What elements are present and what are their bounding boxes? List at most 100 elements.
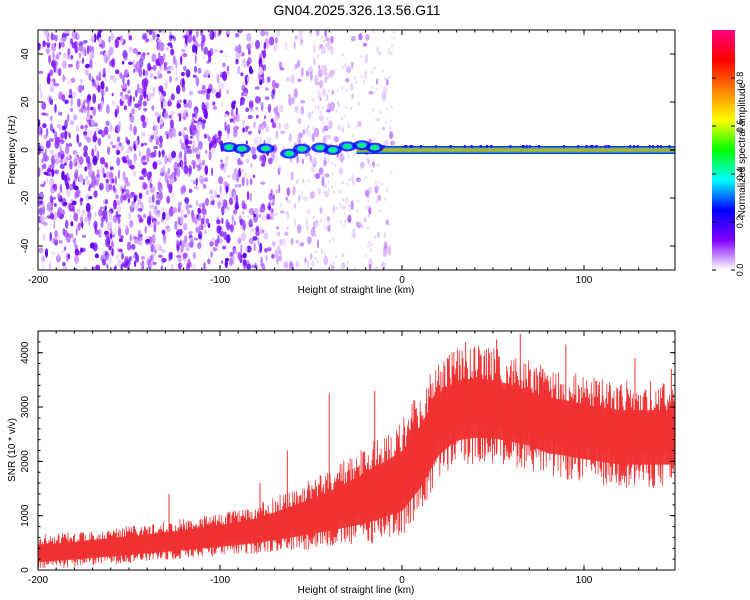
heatmap-cell bbox=[329, 101, 335, 112]
heatmap-cell bbox=[129, 234, 132, 242]
heatmap-cell bbox=[57, 193, 60, 200]
heatmap-cell bbox=[115, 194, 119, 199]
heatmap-cell bbox=[137, 229, 141, 239]
heatmap-cell bbox=[246, 190, 250, 201]
heatmap-cell bbox=[344, 63, 346, 67]
snr-y-tick-label: 1000 bbox=[20, 504, 31, 527]
heatmap-cell bbox=[286, 211, 290, 221]
heatmap-cell bbox=[105, 182, 111, 193]
heatmap-cell bbox=[377, 180, 380, 184]
heatmap-cell bbox=[54, 169, 59, 175]
heatmap-cell bbox=[349, 208, 352, 212]
heatmap-cell bbox=[344, 220, 347, 223]
heatmap-cell bbox=[191, 263, 197, 270]
heatmap-cell bbox=[104, 161, 108, 168]
heatmap-cell bbox=[203, 261, 206, 270]
heatmap-cell bbox=[39, 89, 43, 100]
heatmap-cell bbox=[118, 72, 123, 78]
heatmap-cell bbox=[302, 196, 308, 201]
heatmap-cell bbox=[241, 119, 245, 126]
heatmap-cell bbox=[337, 156, 340, 160]
heatmap-cell bbox=[323, 156, 327, 165]
heatmap-cell bbox=[202, 202, 206, 211]
heatmap-cell bbox=[221, 260, 224, 265]
heatmap-cell bbox=[290, 74, 295, 84]
heatmap-cell bbox=[169, 65, 175, 72]
heatmap-cell bbox=[89, 51, 95, 60]
snr-y-tick-label: 0 bbox=[20, 567, 31, 573]
heatmap-cell bbox=[143, 91, 147, 99]
heatmap-cell bbox=[128, 35, 133, 41]
heatmap-cell bbox=[218, 130, 222, 140]
colorbar-tick-label: 0.2 bbox=[735, 216, 745, 229]
heatmap-cell bbox=[65, 219, 69, 229]
heatmap-cell bbox=[387, 48, 390, 51]
heatmap-cell bbox=[382, 69, 385, 73]
heatmap-cell bbox=[175, 77, 179, 82]
heatmap-cell bbox=[163, 112, 169, 120]
heatmap-cell bbox=[381, 91, 387, 101]
heatmap-cell bbox=[91, 148, 95, 158]
heatmap-cell bbox=[253, 207, 259, 215]
heatmap-cell bbox=[88, 165, 93, 174]
snr-y-label: SNR (10 * v/v) bbox=[7, 418, 18, 482]
heatmap-cell bbox=[81, 57, 85, 64]
heatmap-cell bbox=[93, 190, 98, 198]
heatmap-cell bbox=[370, 70, 374, 75]
heatmap-cell bbox=[185, 202, 190, 211]
heatmap-cell bbox=[330, 142, 333, 146]
heatmap-cell bbox=[348, 204, 351, 208]
heatmap-cell bbox=[121, 60, 125, 65]
heatmap-cell bbox=[80, 106, 84, 114]
heatmap-cell bbox=[204, 133, 207, 139]
heatmap-cell bbox=[252, 153, 257, 160]
snr-y-tick-label: 4000 bbox=[20, 341, 31, 364]
heatmap-cell bbox=[341, 53, 344, 57]
heatmap-cell bbox=[69, 107, 74, 112]
heatmap-cell bbox=[367, 214, 370, 218]
heatmap-cell bbox=[358, 222, 361, 225]
heatmap-cell bbox=[103, 126, 109, 136]
heatmap-cell bbox=[159, 55, 164, 65]
heatmap-cell bbox=[147, 172, 151, 181]
heatmap-cell bbox=[39, 83, 42, 92]
heatmap-cell bbox=[106, 263, 109, 270]
heatmap-cell bbox=[182, 107, 185, 118]
heatmap-cell bbox=[196, 220, 200, 229]
heatmap-cell bbox=[111, 58, 116, 68]
heatmap-cell bbox=[381, 182, 384, 186]
heatmap-cell bbox=[102, 258, 107, 266]
heatmap-y-tick-label: -20 bbox=[20, 190, 31, 205]
heatmap-cell bbox=[253, 137, 259, 145]
heatmap-cell bbox=[217, 234, 220, 244]
heatmap-cell bbox=[38, 118, 41, 128]
heatmap-cell bbox=[365, 204, 370, 211]
heatmap-cell bbox=[107, 134, 111, 139]
heatmap-cell bbox=[353, 76, 356, 80]
heatmap-cell bbox=[299, 35, 303, 42]
signal-speck bbox=[659, 145, 662, 148]
heatmap-cell bbox=[185, 69, 191, 78]
heatmap-cell bbox=[343, 114, 346, 118]
heatmap-cell bbox=[295, 240, 299, 244]
heatmap-cell bbox=[255, 106, 259, 111]
heatmap-cell bbox=[229, 197, 233, 206]
heatmap-cell bbox=[237, 251, 242, 261]
heatmap-cell bbox=[216, 73, 220, 84]
heatmap-cell bbox=[101, 100, 104, 110]
heatmap-cell bbox=[368, 91, 374, 95]
heatmap-cell bbox=[259, 135, 262, 145]
heatmap-cell bbox=[133, 125, 137, 136]
heatmap-cell bbox=[265, 31, 269, 36]
heatmap-cell bbox=[248, 130, 252, 135]
heatmap-cell bbox=[313, 43, 316, 54]
heatmap-cell bbox=[306, 260, 309, 269]
heatmap-cell bbox=[207, 30, 210, 33]
heatmap-cell bbox=[261, 124, 265, 131]
heatmap-cell bbox=[199, 175, 204, 184]
heatmap-cell bbox=[157, 254, 163, 258]
heatmap-cell bbox=[286, 226, 289, 231]
heatmap-cell bbox=[287, 94, 291, 98]
heatmap-cell bbox=[275, 130, 279, 140]
